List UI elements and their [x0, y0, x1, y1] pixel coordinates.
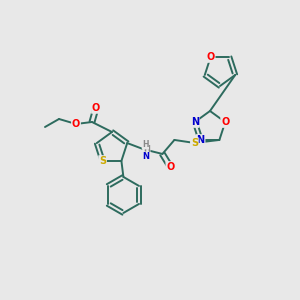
Text: S: S	[191, 138, 198, 148]
Text: O: O	[92, 103, 100, 113]
Text: O: O	[206, 52, 215, 62]
Text: O: O	[221, 117, 229, 127]
Text: N: N	[142, 152, 149, 161]
Text: H: H	[142, 140, 149, 149]
Text: O: O	[166, 162, 175, 172]
Text: S: S	[99, 156, 106, 166]
Text: H: H	[143, 146, 150, 154]
Text: O: O	[72, 119, 80, 129]
Text: N: N	[191, 117, 199, 127]
Text: N: N	[196, 135, 205, 145]
